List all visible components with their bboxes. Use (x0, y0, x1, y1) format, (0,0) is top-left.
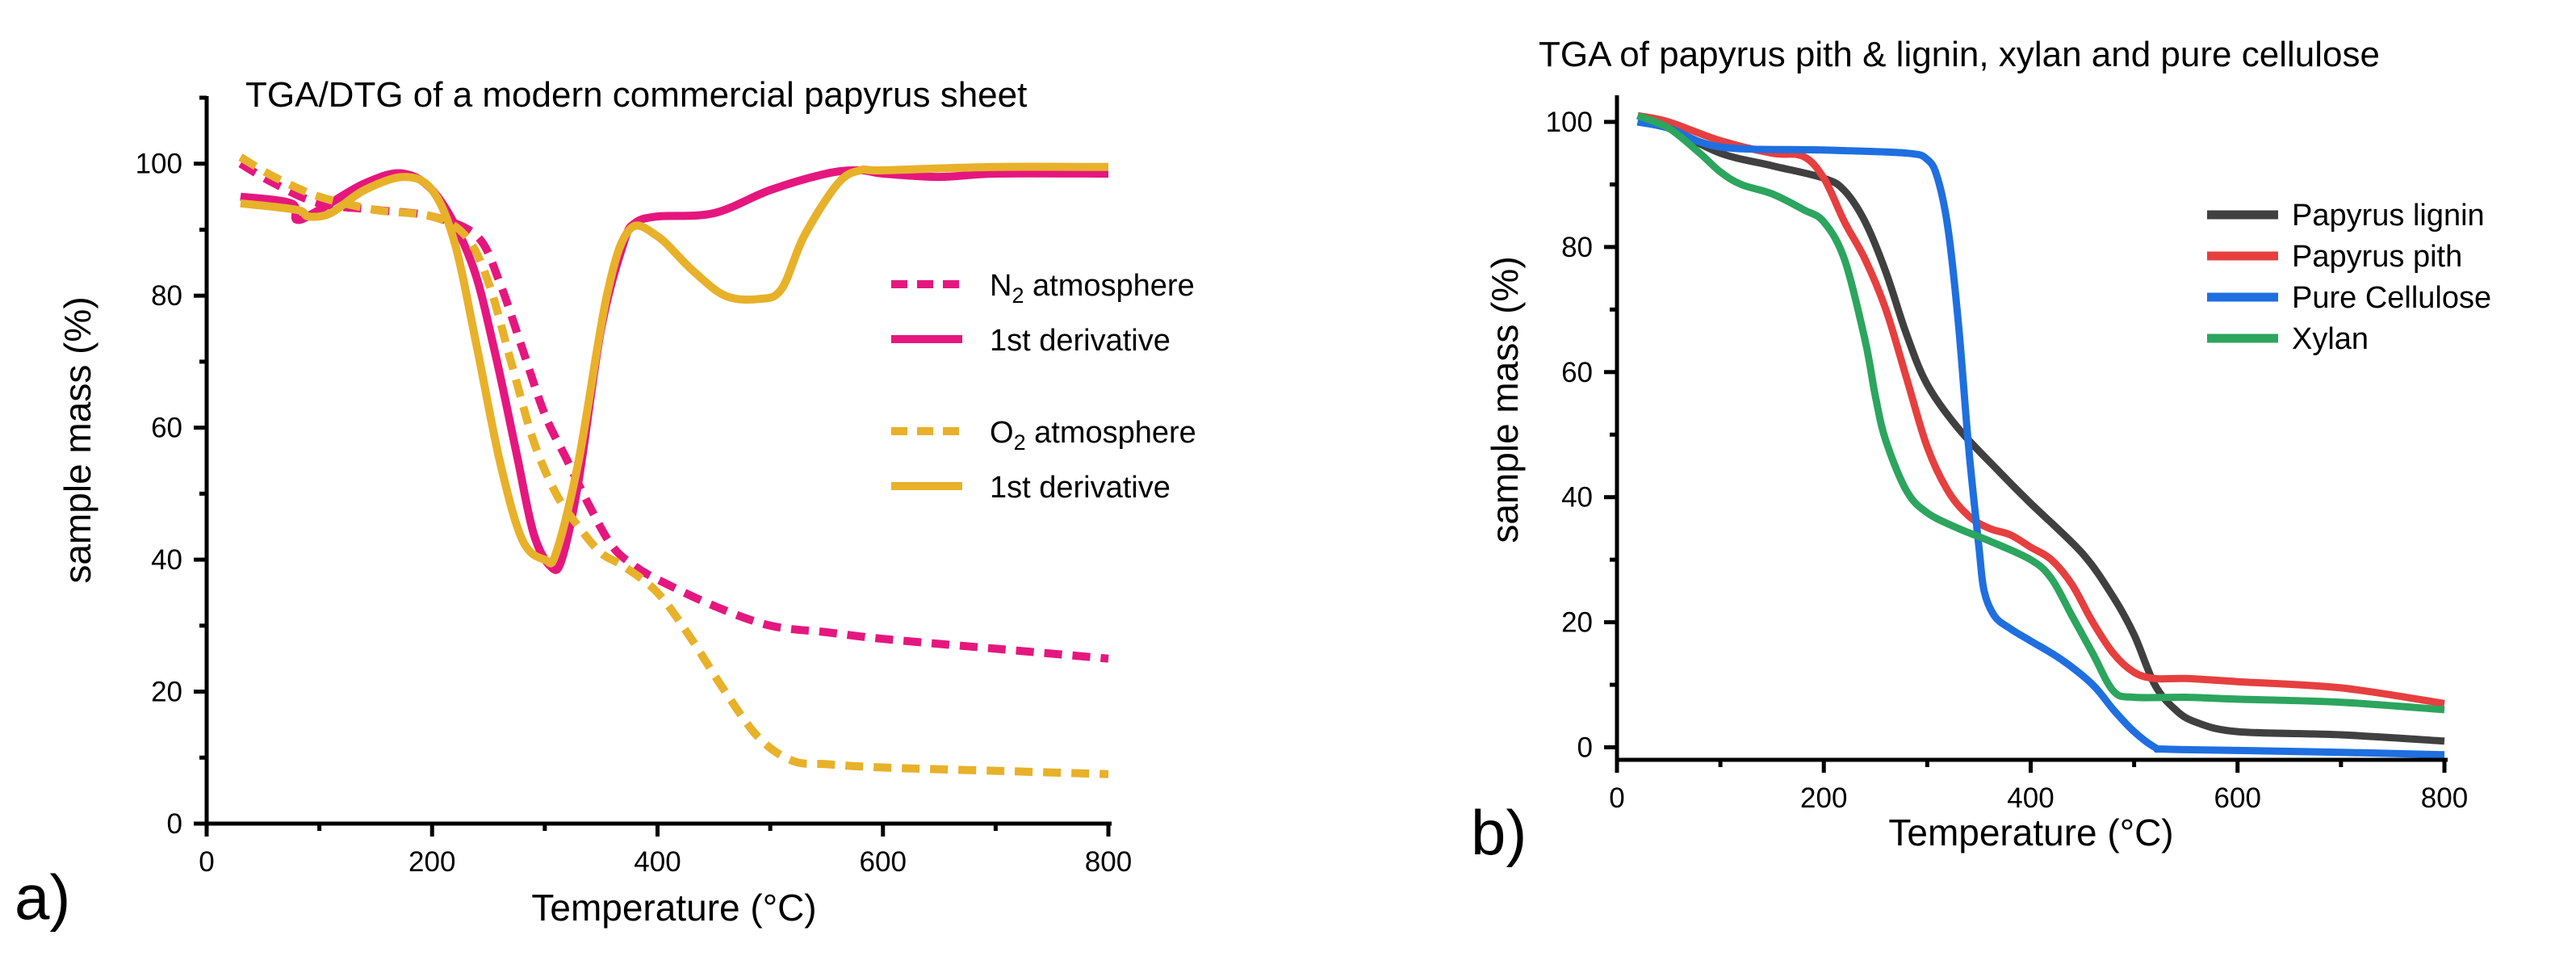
chart-b-series-1-line (1636, 111, 2445, 707)
chart-b-x-title: Temperature (°C) (1888, 812, 2173, 853)
chart-b-x-tick-label: 200 (1800, 782, 1847, 814)
chart-a-title: TGA/DTG of a modern commercial papyrus s… (245, 75, 1027, 115)
panel-a: TGA/DTG of a modern commercial papyrus s… (15, 75, 1196, 933)
legend-a-n2-deriv-label: 1st derivative (990, 324, 1171, 358)
chart-a-legend: N2 atmosphere 1st derivative O2 atmosphe… (891, 269, 1196, 505)
chart-a-series-1-line (240, 166, 1109, 574)
legend-a-n2-label: N2 atmosphere (990, 269, 1195, 308)
chart-b-y-tick-label: 40 (1561, 482, 1593, 514)
plot-a-series (238, 153, 1109, 778)
plot-b-ticks: 0 200 400 600 800 0 20 40 60 80 100 (1546, 107, 2469, 814)
legend-a-n2-main: N (990, 269, 1012, 303)
plot-a-ticks: 0 200 400 600 800 0 20 40 60 80 100 (136, 95, 1132, 878)
legend-a-n2-sub: 2 (1012, 283, 1024, 308)
chart-a-x-tick-label: 800 (1085, 846, 1132, 878)
chart-b-y-tick-label: 100 (1546, 107, 1593, 138)
legend-b-lignin-label: Papyrus lignin (2292, 199, 2485, 233)
legend-b-xylan-label: Xylan (2292, 322, 2369, 356)
panel-a-label: a) (15, 862, 70, 933)
chart-a-x-tick-label: 600 (860, 846, 907, 878)
chart-b-y-title: sample mass (%) (1484, 256, 1526, 543)
chart-b-x-tick-label: 800 (2421, 782, 2468, 814)
panel-b: TGA of papyrus pith & lignin, xylan and … (1471, 35, 2491, 868)
chart-b-y-tick-label: 60 (1561, 357, 1593, 388)
panel-b-label: b) (1471, 797, 1527, 868)
chart-a-x-title: Temperature (°C) (531, 887, 816, 929)
chart-a-y-tick-label: 0 (167, 808, 182, 840)
chart-a-y-tick-label: 20 (151, 677, 182, 708)
legend-a-n2-rest: atmosphere (1024, 269, 1194, 303)
chart-b-series-2-line (1636, 118, 2445, 759)
legend-a-o2-deriv-label: 1st derivative (990, 471, 1171, 505)
chart-a-x-tick-label: 400 (634, 846, 681, 878)
chart-a-y-tick-label: 100 (136, 149, 182, 180)
chart-b-legend: Papyrus lignin Papyrus pith Pure Cellulo… (2207, 199, 2491, 356)
legend-a-o2-sub: 2 (1014, 430, 1026, 455)
legend-b-pith-label: Papyrus pith (2292, 240, 2462, 274)
chart-a-series-3-line (240, 162, 1109, 568)
legend-a-o2-rest: atmosphere (1026, 416, 1196, 450)
chart-b-title: TGA of papyrus pith & lignin, xylan and … (1539, 35, 2380, 74)
chart-b-series-3-line (1636, 111, 2445, 714)
chart-a-series-0-line (238, 160, 1109, 663)
legend-a-o2-label: O2 atmosphere (990, 416, 1196, 455)
legend-b-cellulose-label: Pure Cellulose (2292, 281, 2491, 315)
chart-a-series-2-line (238, 153, 1109, 778)
plot-b-series (1636, 111, 2445, 759)
chart-b-y-tick-label: 0 (1577, 732, 1593, 764)
chart-b-x-tick-label: 400 (2007, 782, 2054, 814)
chart-a-x-tick-label: 200 (408, 846, 455, 878)
chart-b-series-0-line (1636, 118, 2445, 745)
chart-a-y-tick-label: 60 (151, 413, 182, 444)
chart-a-y-title: sample mass (%) (57, 296, 98, 583)
chart-b-y-tick-label: 80 (1561, 232, 1593, 263)
legend-a-o2-main: O (990, 416, 1014, 450)
chart-b-x-tick-label: 600 (2214, 782, 2261, 814)
chart-a-y-tick-label: 40 (151, 544, 182, 576)
chart-b-y-tick-label: 20 (1561, 607, 1593, 639)
chart-b-x-tick-label: 0 (1609, 782, 1624, 814)
chart-a-y-tick-label: 80 (151, 280, 182, 312)
chart-a-x-tick-label: 0 (199, 846, 214, 878)
